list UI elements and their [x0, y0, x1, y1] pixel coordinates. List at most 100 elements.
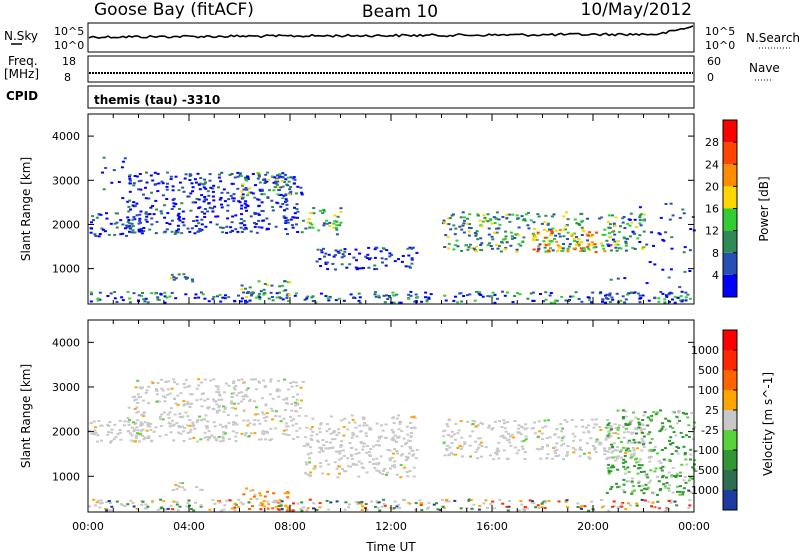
heatmap-cell — [292, 176, 296, 179]
heatmap-cell — [688, 249, 692, 252]
heatmap-cell — [121, 197, 125, 200]
heatmap-cell — [306, 221, 310, 224]
heatmap-cell — [115, 500, 119, 503]
heatmap-cell — [145, 389, 149, 392]
heatmap-cell — [612, 466, 616, 469]
heatmap-cell — [224, 426, 228, 429]
heatmap-cell — [532, 239, 536, 242]
heatmap-cell — [646, 486, 650, 489]
heatmap-cell — [163, 204, 166, 207]
heatmap-cell — [497, 457, 501, 460]
heatmap-cell — [244, 176, 247, 179]
heatmap-cell — [419, 504, 423, 506]
heatmap-cell — [683, 476, 687, 478]
heatmap-cell — [594, 440, 598, 443]
heatmap-cell — [505, 213, 509, 216]
heatmap-cell — [184, 378, 188, 381]
heatmap-cell — [633, 232, 637, 235]
heatmap-cell — [140, 503, 144, 506]
heatmap-cell — [137, 222, 141, 225]
heatmap-cell — [270, 284, 274, 287]
heatmap-cell — [639, 297, 643, 299]
heatmap-cell — [335, 467, 339, 470]
heatmap-cell — [689, 491, 693, 494]
heatmap-cell — [207, 300, 211, 303]
heatmap-cell — [305, 509, 309, 512]
heatmap-cell — [365, 471, 369, 474]
heatmap-cell — [662, 239, 666, 242]
heatmap-cell — [135, 437, 138, 440]
heatmap-cell — [691, 466, 695, 469]
heatmap-cell — [186, 276, 189, 279]
heatmap-cell — [532, 221, 536, 224]
heatmap-cell — [305, 463, 309, 466]
heatmap-cell — [127, 205, 131, 208]
heatmap-cell — [624, 242, 628, 245]
heatmap-cell — [392, 507, 396, 510]
heatmap-cell — [626, 480, 630, 483]
heatmap-cell — [195, 421, 199, 423]
heatmap-cell — [154, 232, 158, 235]
heatmap-cell — [405, 425, 409, 428]
heatmap-cell — [513, 446, 517, 449]
heatmap-cell — [371, 463, 375, 465]
heatmap-cell — [265, 180, 269, 183]
heatmap-cell — [482, 502, 486, 505]
heatmap-cell — [516, 292, 519, 295]
heatmap-cell — [443, 429, 447, 432]
heatmap-cell — [118, 429, 122, 431]
heatmap-cell — [269, 427, 273, 430]
heatmap-cell — [352, 296, 356, 299]
heatmap-cell — [412, 426, 416, 429]
heatmap-cell — [503, 437, 507, 440]
heatmap-cell — [120, 166, 124, 169]
heatmap-cell — [360, 267, 364, 270]
heatmap-cell — [631, 230, 635, 233]
heatmap-cell — [624, 452, 628, 454]
heatmap-cell — [140, 232, 144, 235]
heatmap-cell — [295, 203, 299, 206]
heatmap-cell — [574, 425, 578, 428]
heatmap-cell — [616, 409, 620, 412]
heatmap-cell — [570, 234, 574, 237]
heatmap-cell — [131, 229, 135, 232]
heatmap-cell — [196, 172, 200, 175]
heatmap-cell — [632, 485, 636, 487]
heatmap-cell — [418, 499, 422, 502]
heatmap-cell — [181, 415, 185, 418]
heatmap-cell — [687, 435, 691, 438]
heatmap-cell — [199, 182, 203, 185]
heatmap-cell — [245, 487, 248, 490]
heatmap-cell — [292, 182, 296, 185]
heatmap-cell — [571, 295, 575, 298]
heatmap-cell — [334, 249, 338, 252]
heatmap-cell — [133, 231, 137, 234]
heatmap-cell — [436, 508, 440, 511]
heatmap-cell — [623, 468, 627, 471]
heatmap-cell — [681, 493, 685, 496]
heatmap-cell — [321, 472, 325, 475]
heatmap-cell — [619, 441, 623, 443]
heatmap-cell — [520, 440, 524, 443]
heatmap-cell — [624, 410, 628, 413]
heatmap-cell — [232, 382, 235, 385]
heatmap-cell — [687, 424, 691, 427]
heatmap-cell — [572, 238, 576, 241]
heatmap-cell — [276, 508, 280, 511]
heatmap-cell — [235, 423, 239, 426]
heatmap-cell — [444, 234, 448, 237]
heatmap-cell — [602, 247, 606, 250]
heatmap-cell — [113, 297, 117, 300]
heatmap-cell — [637, 460, 641, 463]
heatmap-cell — [177, 217, 181, 220]
heatmap-cell — [266, 179, 270, 181]
heatmap-cell — [660, 427, 664, 430]
heatmap-cell — [398, 422, 402, 425]
heatmap-cell — [675, 472, 679, 475]
heatmap-cell — [611, 464, 615, 467]
heatmap-cell — [263, 505, 267, 508]
heatmap-cell — [288, 193, 292, 196]
heatmap-cell — [202, 186, 206, 189]
heatmap-cell — [91, 215, 95, 218]
